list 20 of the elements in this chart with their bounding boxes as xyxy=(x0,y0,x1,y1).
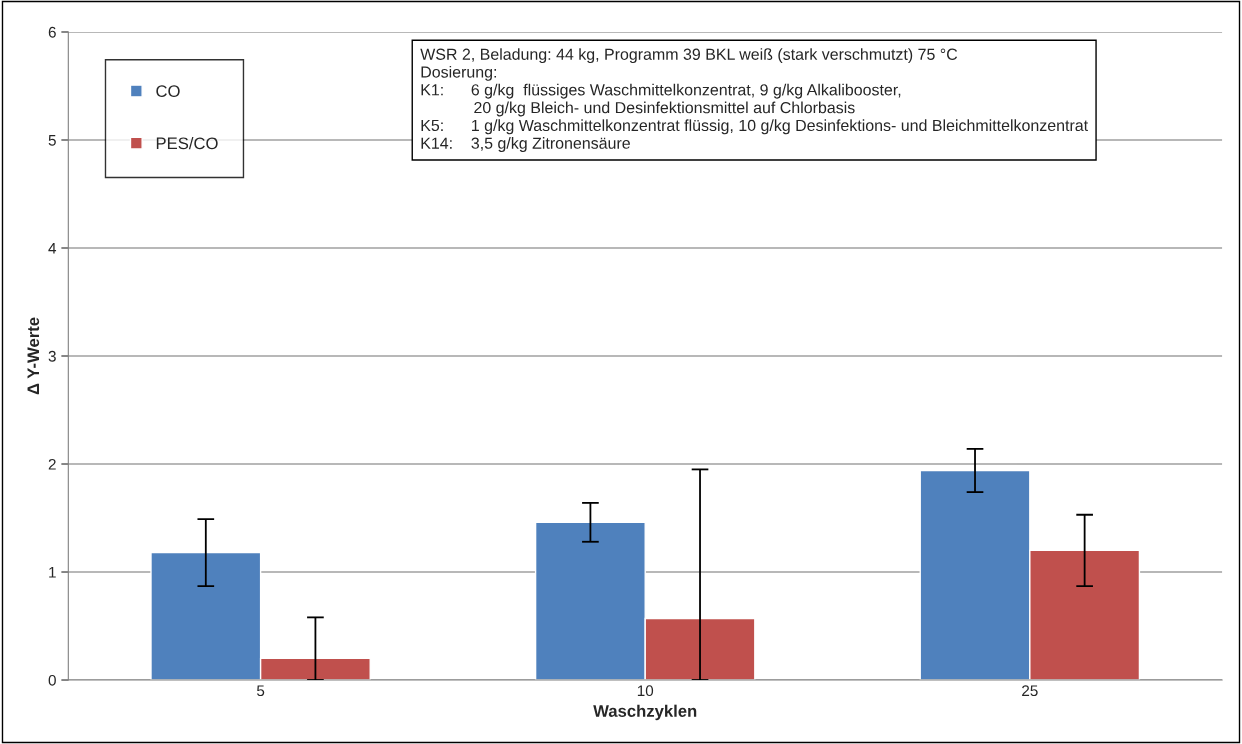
y-axis-title: Δ Y-Werte xyxy=(27,317,40,395)
y-tick-label: 5 xyxy=(48,135,56,146)
x-tick-label: 10 xyxy=(637,685,654,697)
y-tick-label: 4 xyxy=(48,243,57,254)
x-tick-label: 5 xyxy=(256,685,265,697)
y-tick-label: 0 xyxy=(48,674,56,686)
y-tick-label: 3 xyxy=(48,350,56,362)
annotation: 20 g/kg Bleich- und Desinfektionsmittel auf Chlorbasis xyxy=(474,101,855,117)
y-tick-label: 2 xyxy=(48,458,56,470)
legend-label: CO xyxy=(156,85,180,98)
legend-label: PES/CO xyxy=(156,136,218,150)
annotation: K1: 6 g/kg flüssiges Waschmittelkonzentrat, 9 g/kg Alkalibooster, xyxy=(421,83,901,99)
y-tick-label: 1 xyxy=(49,567,56,578)
annotation: K5: 1 g/kg Waschmittelkonzentrat flüssig, 10 g/kg Desinfektions- und Bleichmittelkonzentrat xyxy=(421,119,1088,135)
annotation: K14: 3,5 g/kg Zitronensäure xyxy=(421,137,630,152)
y-tick-label: 6 xyxy=(48,26,56,38)
annotation: Dosierung: xyxy=(421,65,497,81)
x-tick-label: 25 xyxy=(1022,685,1038,697)
x-axis-title: Waschzyklen xyxy=(593,704,697,721)
annotation: WSR 2, Beladung: 44 kg, Programm 39 BKL weiß (stark verschmutzt) 75 °C xyxy=(420,48,958,64)
